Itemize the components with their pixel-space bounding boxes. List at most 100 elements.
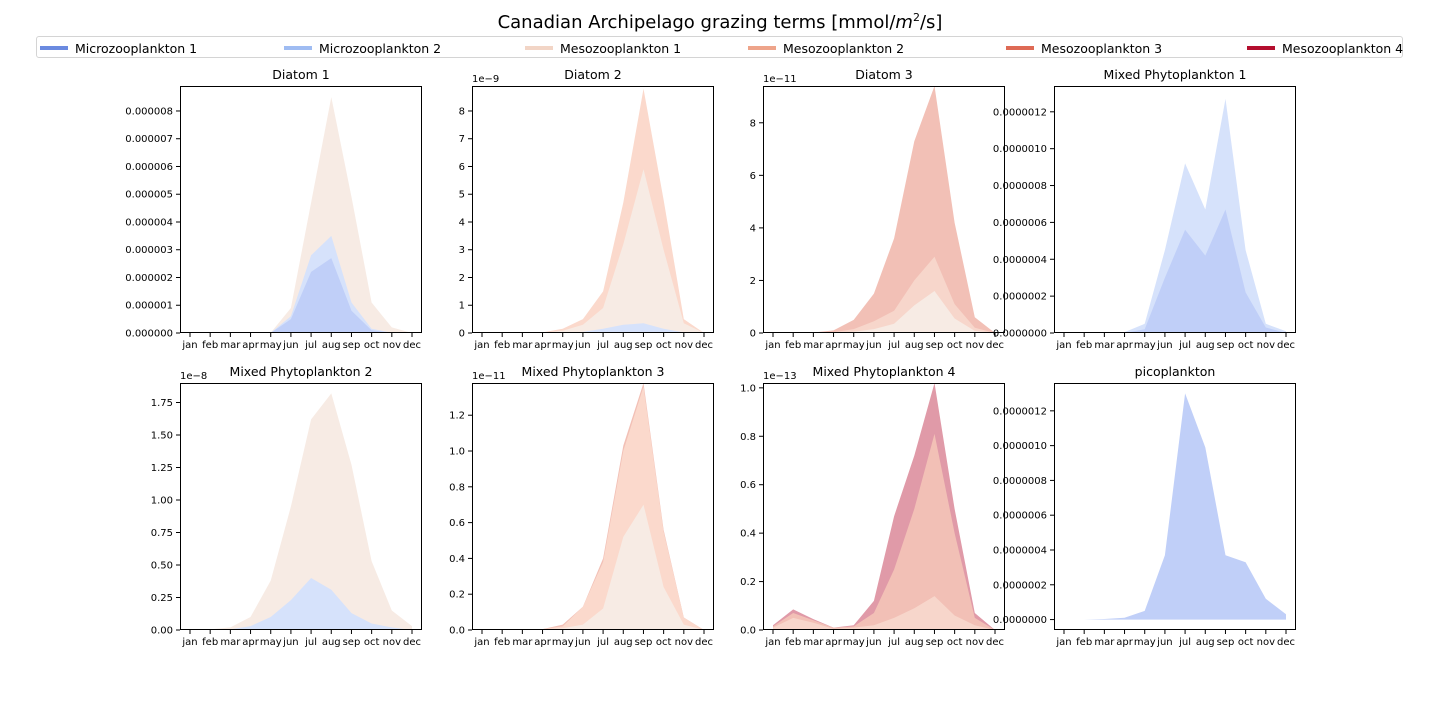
x-tick-label: jun (1156, 637, 1172, 648)
axis-exponent: 1e−8 (180, 371, 207, 382)
y-tick-label: 1.25 (151, 463, 173, 474)
x-tick-label: jan (473, 340, 489, 351)
x-tick-label: oct (1238, 637, 1254, 648)
y-tick-label: 1.2 (449, 411, 465, 422)
y-tick-label: 0.000002 (125, 273, 173, 284)
x-tick-label: aug (614, 637, 633, 648)
legend-entry: Mesozooplankton 1 (525, 39, 681, 57)
area-series (773, 596, 995, 630)
x-tick-label: may (552, 637, 574, 648)
y-tick-label: 0.50 (151, 561, 173, 572)
x-tick-label: apr (534, 340, 551, 351)
x-tick-label: jan (181, 637, 197, 648)
x-tick-label: sep (635, 637, 653, 648)
y-tick-label: 0.0000002 (993, 580, 1047, 591)
x-tick-label: feb (494, 637, 510, 648)
axis-exponent: 1e−11 (472, 371, 506, 382)
x-tick-label: may (552, 340, 574, 351)
x-tick-label: dec (695, 637, 713, 648)
x-tick-label: sep (926, 637, 944, 648)
x-tick-label: apr (534, 637, 551, 648)
area-series (1064, 393, 1286, 620)
x-tick-label: nov (675, 637, 693, 648)
x-tick-label: jan (181, 340, 197, 351)
x-tick-label: nov (383, 637, 401, 648)
y-tick-label: 1 (459, 301, 465, 312)
legend-label: Microzooplankton 1 (75, 40, 198, 56)
subplot: Diatom 3 1e−11 jan feb mar apr may jun jul aug sep… (750, 67, 1005, 351)
x-tick-label: oct (1238, 340, 1254, 351)
y-tick-label: 2 (459, 273, 465, 284)
x-tick-label: oct (656, 340, 672, 351)
y-tick-label: 2 (750, 276, 756, 287)
x-tick-label: jun (574, 340, 590, 351)
x-tick-label: aug (322, 340, 341, 351)
subplot: Mixed Phytoplankton 3 1e−11 jan feb mar apr ma… (449, 364, 714, 648)
y-tick-label: 0.8 (449, 482, 465, 493)
x-tick-label: sep (635, 340, 653, 351)
y-tick-label: 1.75 (151, 398, 173, 409)
y-tick-label: 0.000008 (125, 106, 173, 117)
y-tick-label: 0.0000008 (993, 476, 1047, 487)
figure-title-unit-exponent: 2 (912, 11, 920, 24)
legend-entry: Microzooplankton 2 (284, 39, 441, 57)
y-tick-label: 0.75 (151, 528, 173, 539)
axis-exponent: 1e−11 (763, 74, 797, 85)
x-tick-label: nov (383, 340, 401, 351)
subplot-title: Mixed Phytoplankton 4 (813, 364, 956, 379)
y-tick-label: 0.6 (740, 480, 756, 491)
x-tick-label: mar (803, 637, 824, 648)
legend-swatch (748, 46, 776, 50)
subplot: Mixed Phytoplankton 2 1e−8 jan feb mar apr may… (151, 364, 422, 648)
subplot-title: Mixed Phytoplankton 2 (230, 364, 373, 379)
area-series (773, 86, 995, 333)
x-tick-label: apr (242, 340, 259, 351)
x-tick-label: feb (202, 340, 218, 351)
y-tick-label: 8 (750, 118, 756, 129)
x-tick-label: sep (1217, 637, 1235, 648)
y-tick-label: 0.4 (449, 554, 465, 565)
x-tick-label: nov (1257, 637, 1275, 648)
legend-label: Mesozooplankton 3 (1041, 40, 1163, 56)
x-tick-label: may (1134, 637, 1156, 648)
subplot-title: Diatom 1 (272, 67, 329, 82)
y-tick-label: 0.8 (740, 432, 756, 443)
y-tick-label: 6 (750, 171, 756, 182)
legend-label: Mesozooplankton 4 (1282, 40, 1404, 56)
area-series (190, 393, 412, 630)
subplot-title: Mixed Phytoplankton 1 (1104, 67, 1247, 82)
plot-frame (1054, 86, 1296, 333)
y-tick-label: 1.00 (151, 496, 173, 507)
legend-entry: Mesozooplankton 3 (1006, 39, 1162, 57)
x-tick-label: sep (343, 637, 361, 648)
y-tick-label: 5 (459, 190, 465, 201)
y-tick-label: 0.000006 (125, 162, 173, 173)
x-tick-label: jun (574, 637, 590, 648)
y-tick-label: 0.0000004 (993, 255, 1047, 266)
x-tick-label: mar (220, 340, 241, 351)
x-tick-label: jan (764, 637, 780, 648)
y-tick-label: 8 (459, 106, 465, 117)
legend-entry: Mesozooplankton 4 (1247, 39, 1403, 57)
legend-swatch (284, 46, 312, 50)
area-series (190, 258, 412, 333)
y-tick-label: 0.0000000 (993, 329, 1047, 340)
y-tick-label: 0.0000012 (993, 107, 1047, 118)
figure-title-text: Canadian Archipelago grazing terms [mmol… (497, 12, 896, 33)
area-series (482, 169, 704, 333)
x-tick-label: feb (1076, 637, 1092, 648)
plot-frame (180, 383, 422, 630)
x-tick-label: apr (1116, 637, 1133, 648)
y-tick-label: 0.0 (449, 626, 465, 637)
area-series (1064, 209, 1286, 333)
y-tick-label: 0.0 (740, 626, 756, 637)
x-tick-label: aug (322, 637, 341, 648)
x-tick-label: jun (865, 637, 881, 648)
y-tick-label: 0.0000008 (993, 181, 1047, 192)
area-series (773, 291, 995, 333)
x-tick-label: feb (1076, 340, 1092, 351)
x-tick-label: jul (304, 637, 317, 648)
x-tick-label: jul (304, 340, 317, 351)
x-tick-label: nov (966, 340, 984, 351)
